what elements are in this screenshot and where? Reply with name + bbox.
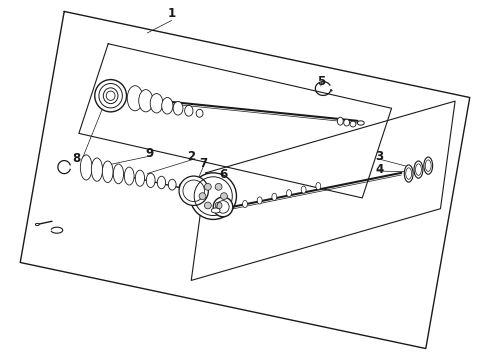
Ellipse shape bbox=[135, 170, 145, 186]
Ellipse shape bbox=[337, 117, 343, 125]
Ellipse shape bbox=[102, 161, 113, 183]
Polygon shape bbox=[79, 44, 392, 198]
Ellipse shape bbox=[139, 90, 153, 112]
Text: 3: 3 bbox=[375, 150, 384, 163]
Ellipse shape bbox=[204, 202, 211, 209]
Ellipse shape bbox=[185, 105, 193, 116]
Ellipse shape bbox=[157, 176, 166, 189]
Ellipse shape bbox=[424, 157, 433, 174]
Ellipse shape bbox=[127, 86, 143, 111]
Ellipse shape bbox=[220, 193, 227, 199]
Ellipse shape bbox=[80, 155, 92, 180]
Ellipse shape bbox=[204, 183, 211, 190]
Ellipse shape bbox=[168, 179, 176, 190]
Ellipse shape bbox=[243, 201, 247, 208]
Ellipse shape bbox=[113, 164, 123, 184]
Ellipse shape bbox=[343, 119, 349, 126]
Ellipse shape bbox=[150, 94, 163, 113]
Ellipse shape bbox=[162, 98, 173, 114]
Ellipse shape bbox=[190, 173, 237, 220]
Ellipse shape bbox=[211, 208, 220, 213]
Ellipse shape bbox=[147, 173, 155, 188]
Polygon shape bbox=[20, 12, 470, 348]
Ellipse shape bbox=[272, 193, 277, 201]
Ellipse shape bbox=[199, 193, 206, 199]
Ellipse shape bbox=[124, 167, 134, 185]
Text: 5: 5 bbox=[317, 75, 325, 88]
Text: 2: 2 bbox=[187, 150, 196, 163]
Ellipse shape bbox=[196, 109, 203, 117]
Text: 4: 4 bbox=[375, 163, 384, 176]
Text: 1: 1 bbox=[168, 7, 176, 20]
Ellipse shape bbox=[213, 197, 233, 217]
Text: 8: 8 bbox=[73, 152, 80, 165]
Ellipse shape bbox=[287, 190, 292, 197]
Ellipse shape bbox=[357, 121, 364, 125]
Polygon shape bbox=[191, 101, 455, 280]
Ellipse shape bbox=[103, 88, 118, 104]
Text: 9: 9 bbox=[146, 147, 154, 159]
Text: 6: 6 bbox=[219, 168, 227, 181]
Ellipse shape bbox=[404, 165, 413, 182]
Ellipse shape bbox=[91, 158, 102, 181]
Ellipse shape bbox=[173, 102, 183, 115]
Ellipse shape bbox=[414, 161, 423, 178]
Text: 7: 7 bbox=[199, 157, 208, 170]
Ellipse shape bbox=[95, 80, 126, 112]
Ellipse shape bbox=[35, 224, 39, 226]
Ellipse shape bbox=[215, 202, 222, 209]
Ellipse shape bbox=[301, 186, 306, 193]
Ellipse shape bbox=[257, 197, 262, 204]
Ellipse shape bbox=[350, 121, 356, 127]
Ellipse shape bbox=[179, 182, 187, 191]
Ellipse shape bbox=[316, 183, 321, 190]
Ellipse shape bbox=[179, 176, 208, 206]
Ellipse shape bbox=[215, 183, 222, 190]
